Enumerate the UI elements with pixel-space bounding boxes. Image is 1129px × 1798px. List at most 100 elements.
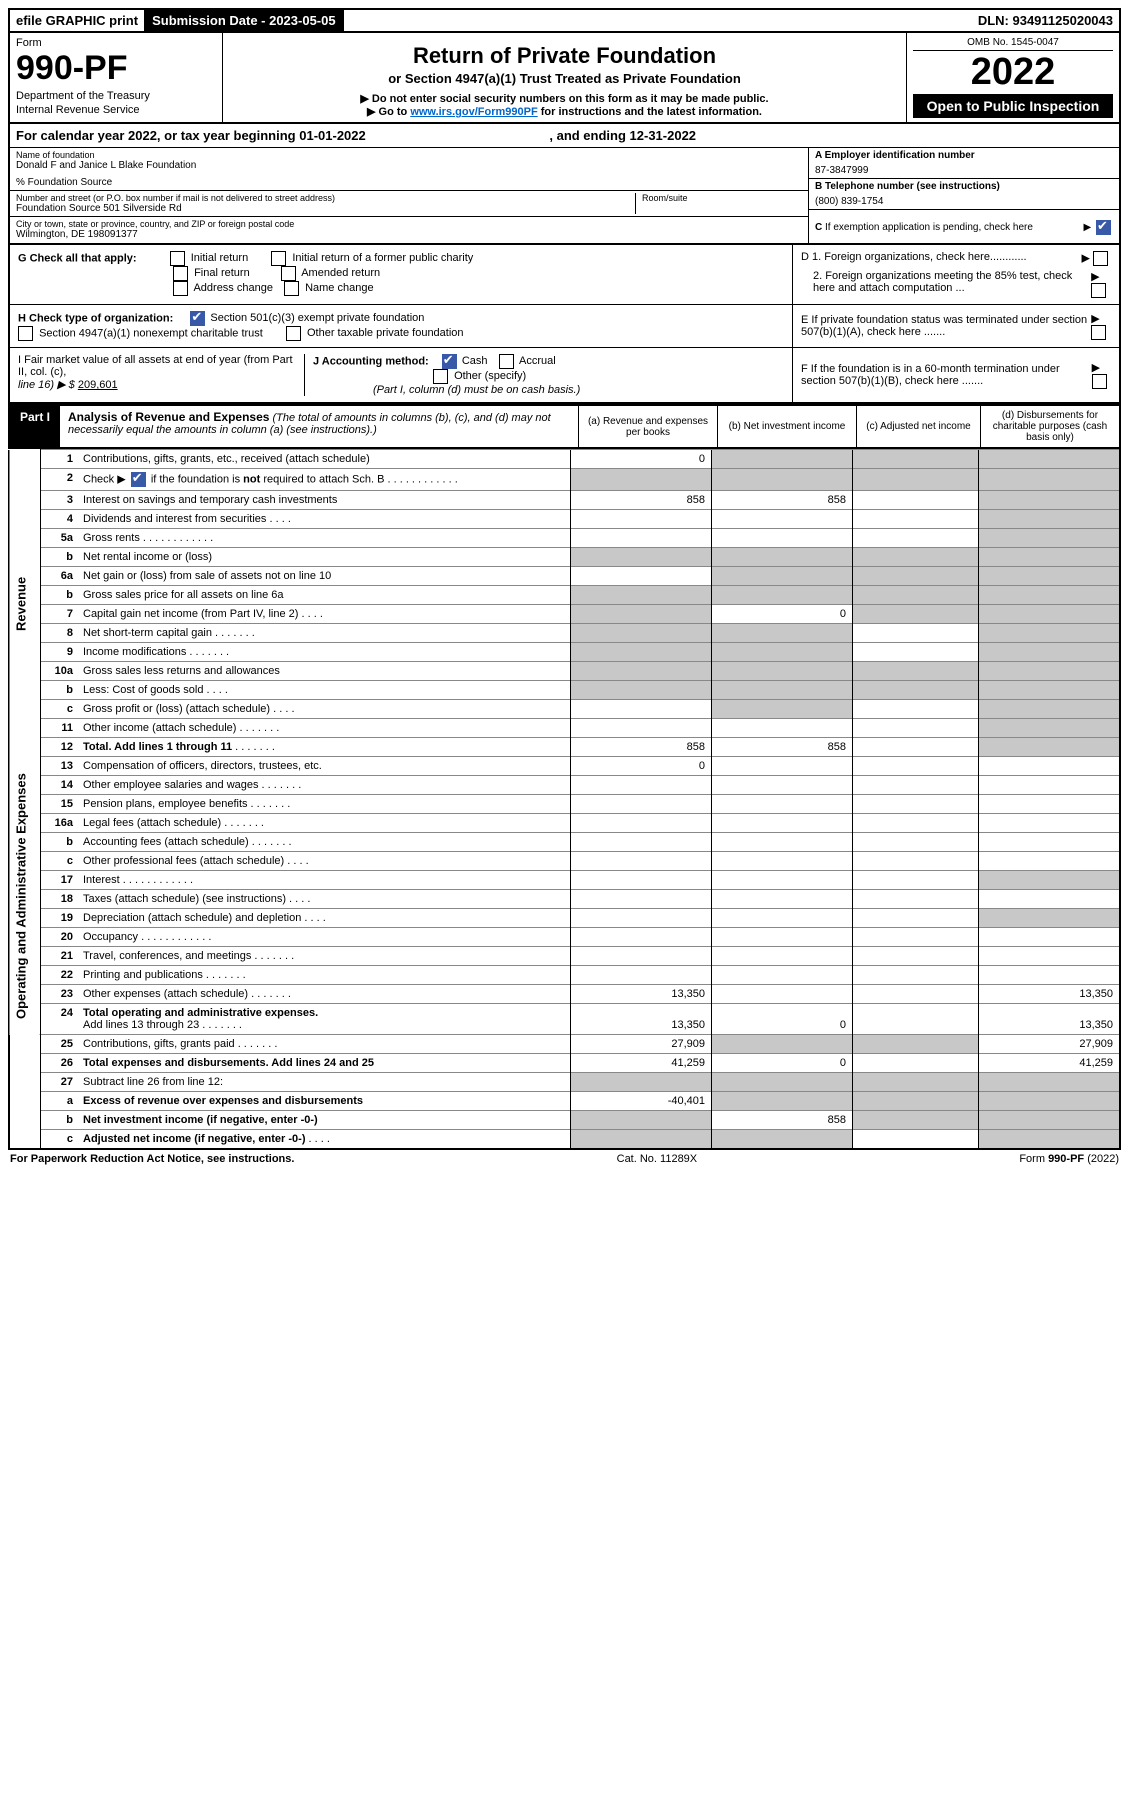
instr-goto-pre: ▶ Go to — [367, 106, 410, 118]
val-13a: 0 — [571, 757, 712, 776]
val-24b: 0 — [712, 1004, 853, 1035]
chk-501c3[interactable] — [190, 311, 205, 326]
chk-foreign-org[interactable] — [1093, 251, 1108, 266]
ln-8: 8 — [41, 624, 80, 643]
opt-accrual: Accrual — [519, 355, 556, 367]
val-23d: 13,350 — [979, 985, 1121, 1004]
opt-amended-return: Amended return — [301, 267, 380, 279]
ln-27: 27 — [41, 1073, 80, 1092]
chk-schb[interactable] — [131, 472, 146, 487]
opt-501c3: Section 501(c)(3) exempt private foundat… — [210, 312, 424, 324]
opt-name-change: Name change — [305, 282, 374, 294]
header-center: Return of Private Foundation or Section … — [223, 33, 906, 122]
chk-4947[interactable] — [18, 326, 33, 341]
desc-11: Other income (attach schedule) — [83, 722, 236, 734]
room-label: Room/suite — [642, 193, 802, 203]
desc-16c: Other professional fees (attach schedule… — [83, 855, 284, 867]
chk-address-change[interactable] — [173, 281, 188, 296]
ln-10c: c — [41, 700, 80, 719]
chk-60month[interactable] — [1092, 374, 1107, 389]
dept-irs: Internal Revenue Service — [16, 104, 216, 116]
desc-12: Total. Add lines 1 through 11 — [83, 741, 232, 753]
ln-3: 3 — [41, 491, 80, 510]
header-right: OMB No. 1545-0047 2022 Open to Public In… — [906, 33, 1119, 122]
h-label: H Check type of organization: — [18, 312, 173, 324]
cal-year-end: 12-31-2022 — [630, 128, 697, 143]
footer-left: For Paperwork Reduction Act Notice, see … — [10, 1153, 294, 1165]
form-title: Return of Private Foundation — [233, 43, 896, 69]
ln-18: 18 — [41, 890, 80, 909]
instr-ssn: ▶ Do not enter social security numbers o… — [360, 93, 768, 105]
phone-value: (800) 839-1754 — [815, 196, 1113, 207]
j-note: (Part I, column (d) must be on cash basi… — [373, 384, 580, 396]
desc-25: Contributions, gifts, grants paid — [83, 1038, 235, 1050]
instr-link[interactable]: www.irs.gov/Form990PF — [410, 106, 537, 118]
form-label: Form — [16, 37, 216, 49]
fmv-value: 209,601 — [78, 379, 118, 391]
foundation-name: Donald F and Janice L Blake Foundation — [16, 160, 802, 171]
col-c-header: (c) Adjusted net income — [856, 406, 980, 447]
ln-12: 12 — [41, 738, 80, 757]
desc-19: Depreciation (attach schedule) and deple… — [83, 912, 301, 924]
e-label: E If private foundation status was termi… — [801, 314, 1091, 338]
chk-accrual[interactable] — [499, 354, 514, 369]
ln-9: 9 — [41, 643, 80, 662]
ln-11: 11 — [41, 719, 80, 738]
desc-9: Income modifications — [83, 646, 186, 658]
pending-checkbox[interactable] — [1096, 220, 1111, 235]
chk-final-return[interactable] — [173, 266, 188, 281]
opt-initial-return: Initial return — [191, 252, 248, 264]
val-1c — [853, 450, 979, 469]
val-25d: 27,909 — [979, 1035, 1121, 1054]
chk-amended-return[interactable] — [281, 266, 296, 281]
chk-other-method[interactable] — [433, 369, 448, 384]
desc-5a: Gross rents — [83, 532, 140, 544]
col-b-header: (b) Net investment income — [717, 406, 856, 447]
desc-8: Net short-term capital gain — [83, 627, 212, 639]
desc-20: Occupancy — [83, 931, 138, 943]
desc-7: Capital gain net income (from Part IV, l… — [83, 608, 298, 620]
desc-24: Total operating and administrative expen… — [83, 1007, 318, 1019]
col-d-header: (d) Disbursements for charitable purpose… — [980, 406, 1119, 447]
dln: DLN: 93491125020043 — [972, 10, 1119, 31]
desc-4: Dividends and interest from securities — [83, 513, 266, 525]
val-12b: 858 — [712, 738, 853, 757]
opt-other-method: Other (specify) — [454, 370, 526, 382]
open-inspection: Open to Public Inspection — [913, 94, 1113, 118]
chk-terminated[interactable] — [1091, 325, 1106, 340]
street-address: Foundation Source 501 Silverside Rd — [16, 203, 635, 214]
ln-10b: b — [41, 681, 80, 700]
ln-27b: b — [41, 1111, 80, 1130]
desc-21: Travel, conferences, and meetings — [83, 950, 251, 962]
chk-initial-return[interactable] — [170, 251, 185, 266]
ln-7: 7 — [41, 605, 80, 624]
desc-6b: Gross sales price for all assets on line… — [79, 586, 571, 605]
val-26d: 41,259 — [979, 1054, 1121, 1073]
ln-27a: a — [41, 1092, 80, 1111]
ln-4: 4 — [41, 510, 80, 529]
ln-24: 24 — [41, 1004, 80, 1035]
form-subtitle: or Section 4947(a)(1) Trust Treated as P… — [233, 71, 896, 86]
cal-year-mid: , and ending — [549, 128, 629, 143]
ln-6b: b — [41, 586, 80, 605]
val-1a: 0 — [571, 450, 712, 469]
efile-label: efile GRAPHIC print — [10, 10, 146, 31]
chk-initial-former[interactable] — [271, 251, 286, 266]
chk-other-taxable[interactable] — [286, 326, 301, 341]
val-1d — [979, 450, 1121, 469]
cal-year-pre: For calendar year 2022, or tax year begi… — [16, 128, 299, 143]
desc-27b: Net investment income (if negative, ente… — [83, 1114, 318, 1126]
ln-25: 25 — [41, 1035, 80, 1054]
city-label: City or town, state or province, country… — [16, 219, 802, 229]
part1-label: Part I — [10, 406, 60, 447]
val-3b: 858 — [712, 491, 853, 510]
chk-foreign-85[interactable] — [1091, 283, 1106, 298]
footer: For Paperwork Reduction Act Notice, see … — [8, 1150, 1121, 1168]
side-expenses: Operating and Administrative Expenses — [9, 757, 41, 1035]
desc-10c: Gross profit or (loss) (attach schedule) — [83, 703, 270, 715]
chk-name-change[interactable] — [284, 281, 299, 296]
opt-initial-former: Initial return of a former public charit… — [292, 252, 473, 264]
ln-16a: 16a — [41, 814, 80, 833]
val-25a: 27,909 — [571, 1035, 712, 1054]
chk-cash[interactable] — [442, 354, 457, 369]
